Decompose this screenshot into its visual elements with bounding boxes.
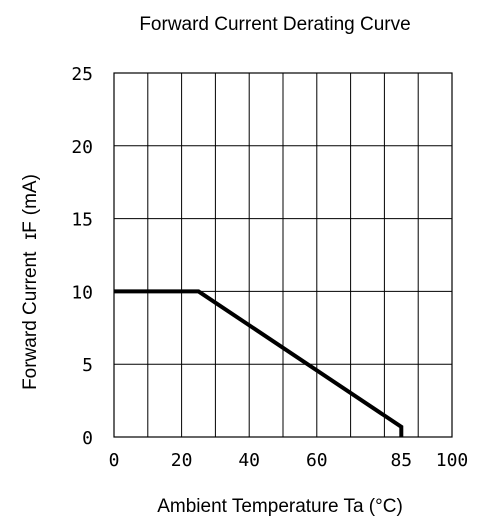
y-tick-label: 0 xyxy=(82,428,93,449)
y-axis-label-symbol: ɪF xyxy=(20,221,41,239)
derating-curve xyxy=(114,289,404,437)
x-axis-label: Ambient Temperature Ta (°C) xyxy=(157,496,403,517)
series xyxy=(114,289,404,437)
y-tick-label: 10 xyxy=(71,282,93,303)
y-axis-label-text: Forward Current xyxy=(20,251,41,390)
x-tick-labels: 0 20 40 60 85 100 xyxy=(109,450,469,471)
x-tick-label: 100 xyxy=(436,450,469,471)
x-tick-label: 0 xyxy=(109,450,120,471)
x-tick-label: 85 xyxy=(390,450,412,471)
y-axis-label: Forward Current ɪF (mA) xyxy=(20,174,41,390)
grid xyxy=(113,72,453,438)
x-tick-label: 20 xyxy=(171,450,193,471)
y-tick-label: 15 xyxy=(71,210,93,231)
x-tick-label: 40 xyxy=(238,450,260,471)
x-tick-label: 60 xyxy=(306,450,328,471)
y-axis-label-unit: (mA) xyxy=(20,174,41,215)
y-tick-label: 5 xyxy=(82,355,93,376)
y-tick-labels: 0 5 10 15 20 25 xyxy=(71,64,93,449)
y-tick-label: 25 xyxy=(71,64,93,85)
chart-title: Forward Current Derating Curve xyxy=(139,14,410,35)
y-tick-label: 20 xyxy=(71,137,93,158)
plot-frame xyxy=(113,72,453,438)
